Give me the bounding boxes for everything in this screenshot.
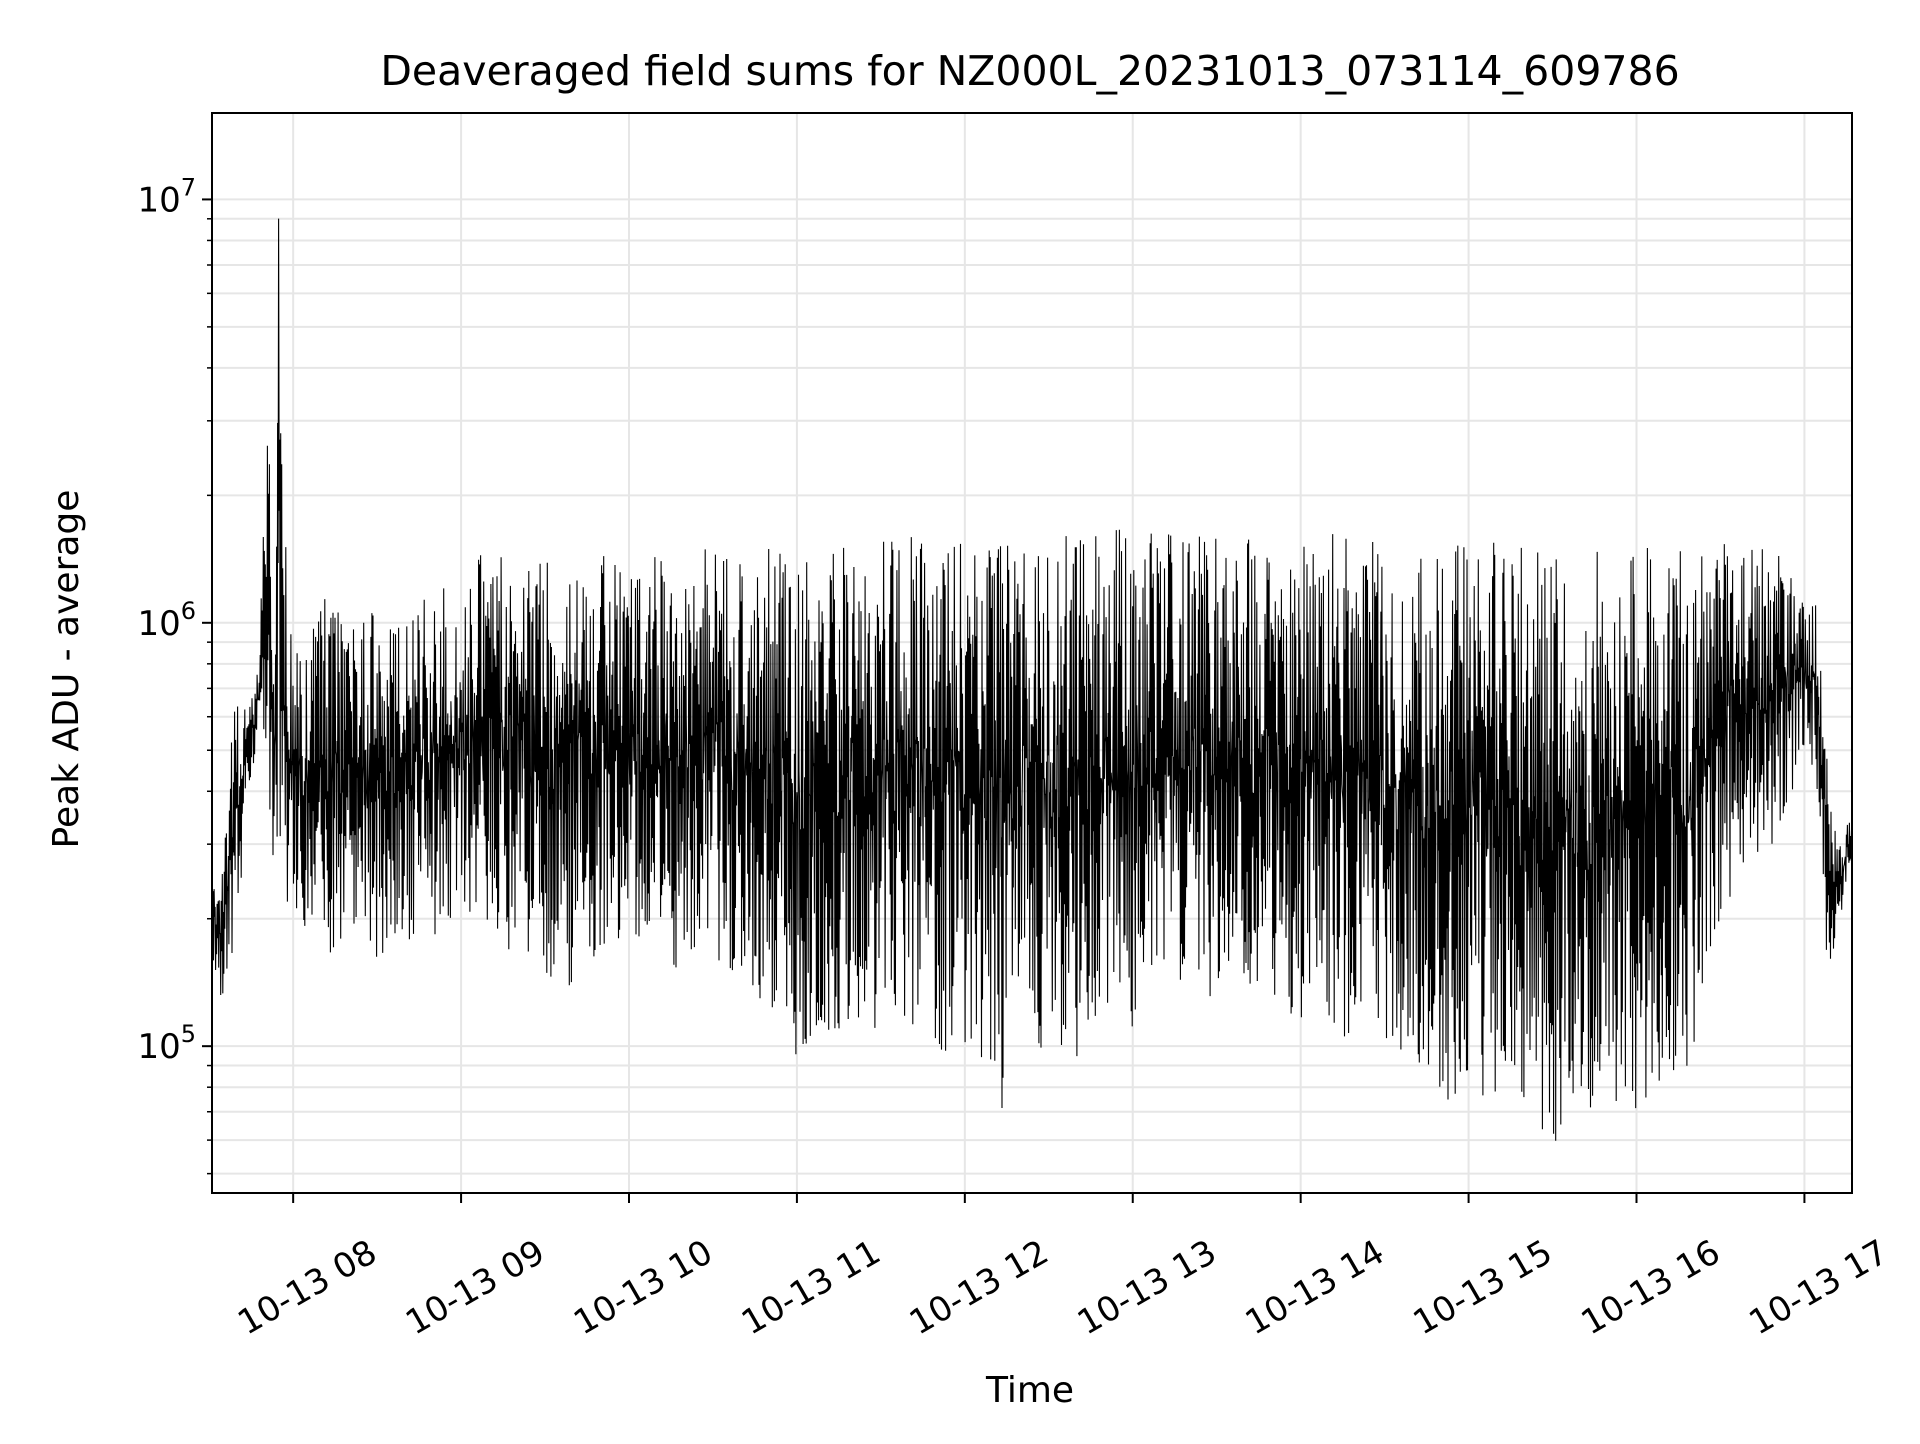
y-axis-label: Peak ADU - average [46,490,87,849]
y-tick-label: 105 [137,1020,196,1067]
y-tick-label: 107 [137,173,196,220]
series-line [211,218,1853,1141]
x-axis-label: Time [985,1370,1074,1411]
y-tick-label: 106 [137,597,196,644]
y-axis: 105 106 107 [137,173,212,1175]
chart-title: Deaveraged field sums for NZ000L_2023101… [380,47,1679,95]
series-layer [211,218,1853,1141]
plot-frame [211,112,1853,1194]
